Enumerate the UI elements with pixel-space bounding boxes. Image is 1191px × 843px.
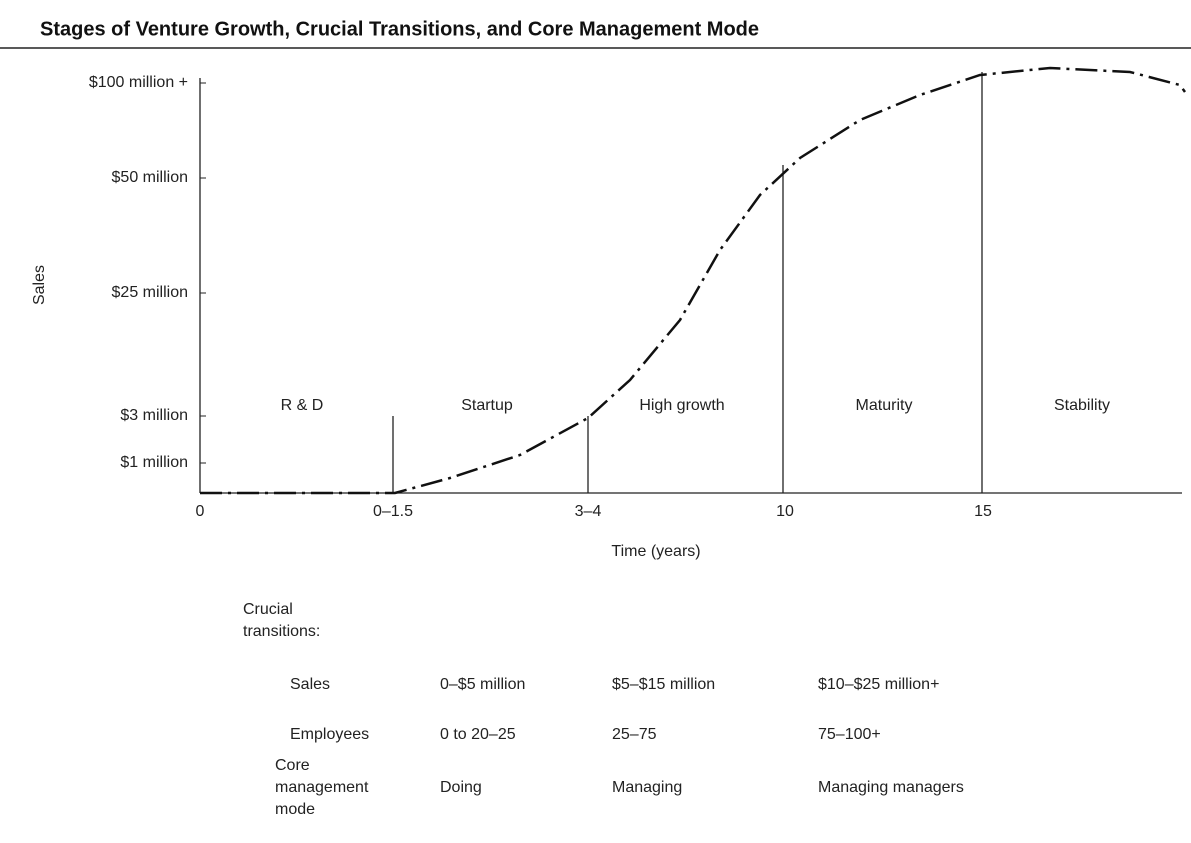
table-cell: 25–75 bbox=[612, 726, 657, 743]
row-label: Employees bbox=[290, 726, 369, 743]
y-tick-label: $100 million + bbox=[89, 74, 188, 91]
table-cell: Doing bbox=[440, 779, 482, 796]
x-tick-label: 10 bbox=[776, 503, 794, 520]
row-label: Sales bbox=[290, 676, 330, 693]
x-tick-label: 0–1.5 bbox=[373, 503, 413, 520]
y-tick-label: $3 million bbox=[120, 407, 188, 424]
table-cell: Managing managers bbox=[818, 779, 964, 796]
x-axis-label: Time (years) bbox=[611, 543, 700, 560]
table-cell: $10–$25 million+ bbox=[818, 676, 939, 693]
y-tick-label: $1 million bbox=[120, 454, 188, 471]
row-label: Core bbox=[275, 757, 310, 774]
table-cell: 75–100+ bbox=[818, 726, 881, 743]
title: Stages of Venture Growth, Crucial Transi… bbox=[40, 18, 759, 40]
table-heading: transitions: bbox=[243, 623, 320, 640]
table-cell: 0 to 20–25 bbox=[440, 726, 516, 743]
table-heading: Crucial bbox=[243, 601, 293, 618]
growth-curve bbox=[200, 66, 1187, 495]
y-tick-label: $50 million bbox=[112, 169, 188, 186]
stage-label: R & D bbox=[281, 397, 324, 414]
generated: $100 million + $50 million $25 million $3 m… bbox=[89, 74, 1110, 818]
x-tick-label: 0 bbox=[196, 503, 205, 520]
x-tick-label: 3–4 bbox=[575, 503, 602, 520]
table-cell: 0–$5 million bbox=[440, 676, 525, 693]
stage-label: Maturity bbox=[856, 397, 913, 414]
x-tick-label: 15 bbox=[974, 503, 992, 520]
y-axis-label: Sales bbox=[31, 265, 48, 305]
stage-label: Stability bbox=[1054, 397, 1110, 414]
stage-label: High growth bbox=[639, 397, 724, 414]
table-cell: Managing bbox=[612, 779, 682, 796]
y-tick-label: $25 million bbox=[112, 284, 188, 301]
stage-label: Startup bbox=[461, 397, 513, 414]
row-label: management bbox=[275, 779, 369, 796]
table-cell: $5–$15 million bbox=[612, 676, 715, 693]
row-label: mode bbox=[275, 801, 315, 818]
